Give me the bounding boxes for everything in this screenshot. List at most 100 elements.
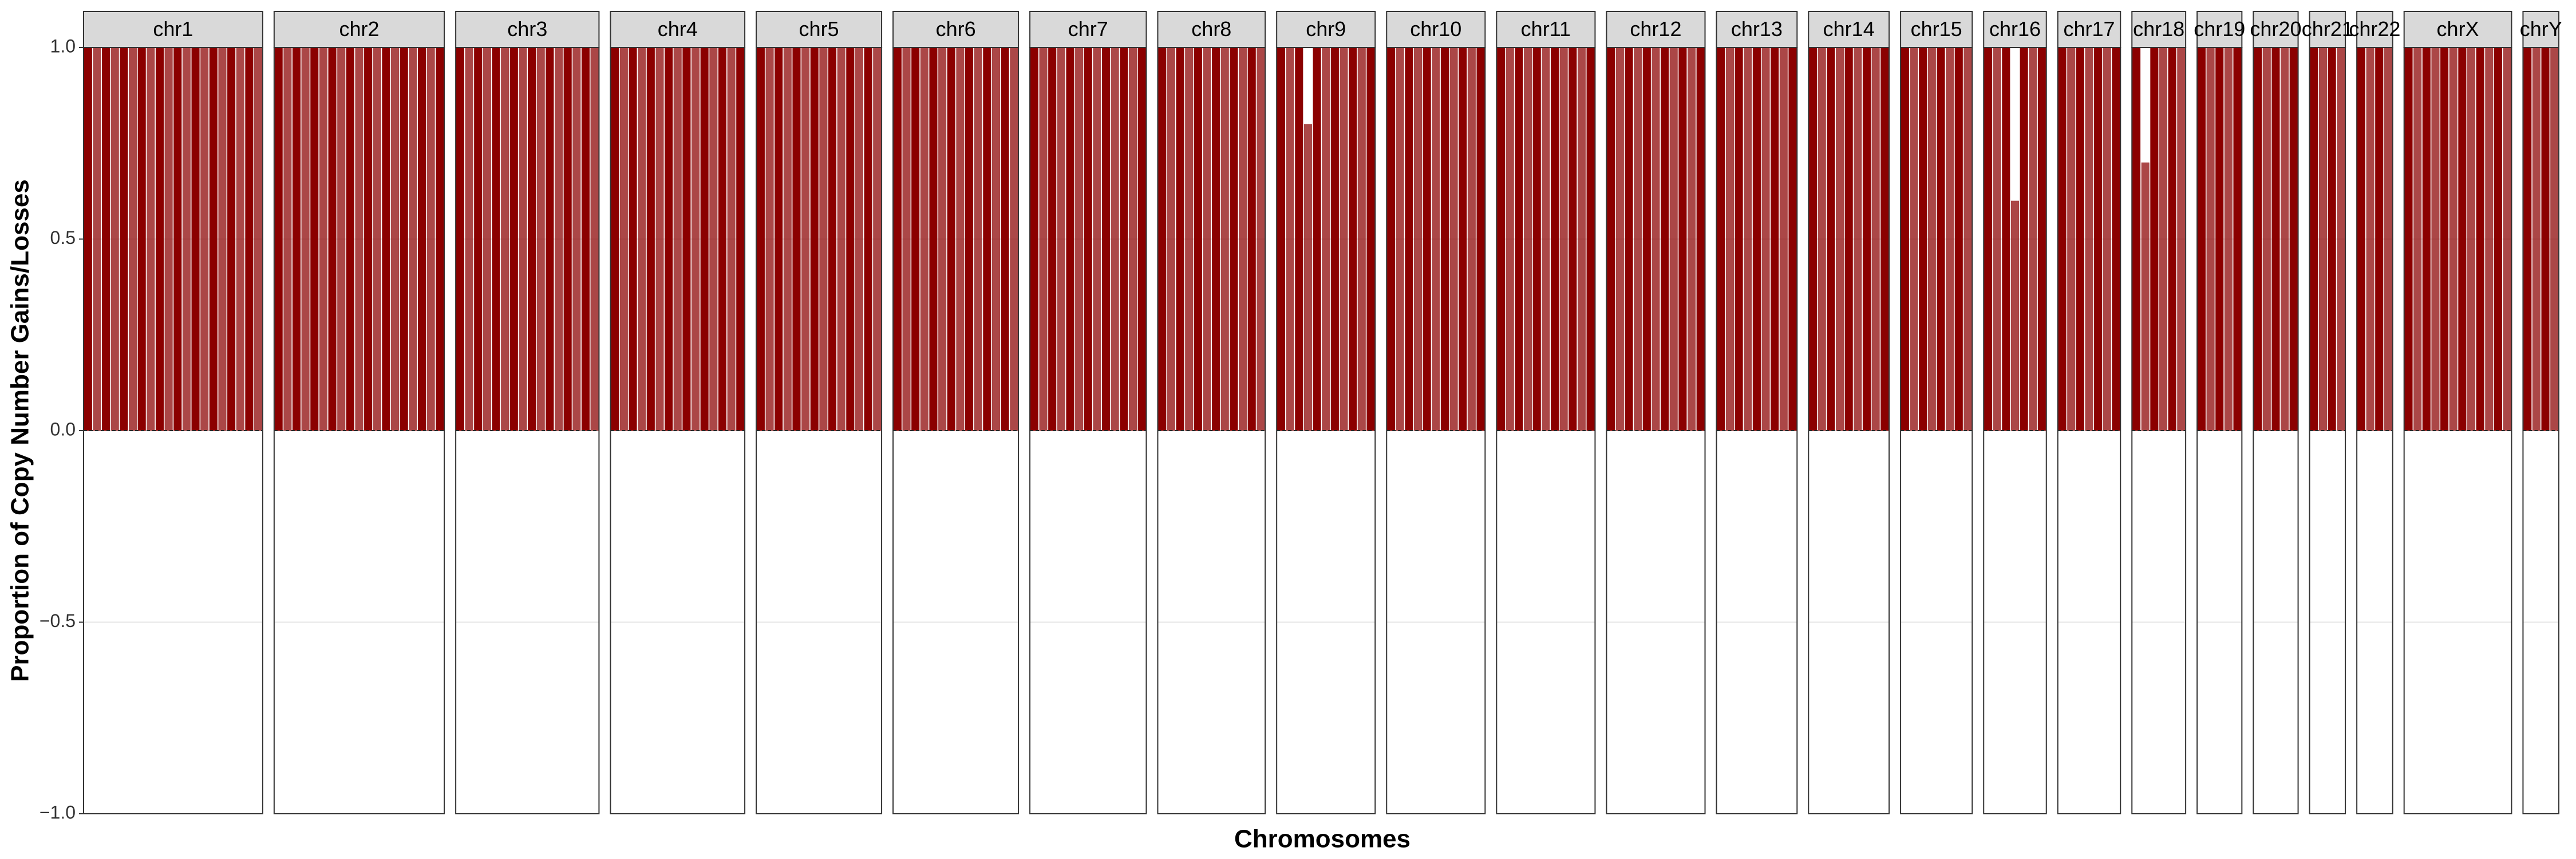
bar bbox=[783, 48, 792, 431]
bar bbox=[292, 48, 301, 431]
bar bbox=[164, 48, 173, 431]
bar bbox=[911, 48, 920, 431]
bar bbox=[337, 48, 346, 431]
bar bbox=[1001, 48, 1009, 431]
bar bbox=[328, 48, 337, 431]
bar bbox=[2224, 48, 2233, 431]
bar bbox=[509, 48, 518, 431]
bar bbox=[1652, 48, 1660, 431]
bar bbox=[191, 48, 200, 431]
bar bbox=[2289, 48, 2298, 431]
bar bbox=[736, 48, 745, 431]
bar bbox=[2076, 48, 2084, 431]
bar bbox=[619, 48, 628, 431]
bar bbox=[409, 48, 417, 431]
bar bbox=[2318, 48, 2328, 431]
bar bbox=[837, 48, 846, 431]
bar bbox=[629, 48, 637, 431]
strip-background bbox=[1386, 11, 1486, 48]
bar bbox=[1476, 48, 1485, 431]
bar bbox=[1854, 48, 1862, 431]
bar bbox=[1678, 48, 1687, 431]
bar bbox=[2094, 48, 2103, 431]
bar bbox=[1625, 48, 1633, 431]
strip-background bbox=[2309, 11, 2346, 48]
y-tick-label: −0.5 bbox=[39, 610, 76, 631]
bar bbox=[147, 48, 155, 431]
bar bbox=[2159, 48, 2168, 431]
bar bbox=[1230, 48, 1238, 431]
strip-background bbox=[455, 11, 600, 48]
bar bbox=[1642, 48, 1651, 431]
bar bbox=[1366, 48, 1375, 431]
strip-label: chr6 bbox=[936, 17, 976, 41]
strip-label: chrY bbox=[2520, 17, 2562, 41]
bar bbox=[665, 48, 673, 431]
bar bbox=[2503, 48, 2511, 431]
strip-label: chr20 bbox=[2250, 17, 2301, 41]
bar bbox=[2532, 48, 2541, 431]
strip-label: chr16 bbox=[1989, 17, 2041, 41]
bar bbox=[2002, 48, 2010, 431]
bar bbox=[173, 48, 182, 431]
bar bbox=[554, 48, 563, 431]
bar bbox=[709, 48, 718, 431]
bar bbox=[1405, 48, 1413, 431]
bar bbox=[2254, 48, 2262, 431]
strip-background bbox=[1808, 11, 1890, 48]
bar bbox=[2029, 48, 2037, 431]
bar bbox=[355, 48, 364, 431]
strip-background bbox=[2253, 11, 2299, 48]
bar bbox=[1844, 48, 1853, 431]
strip-label: chr12 bbox=[1630, 17, 1681, 41]
bar bbox=[855, 48, 864, 431]
strip-background bbox=[1716, 11, 1798, 48]
bar bbox=[1515, 48, 1523, 431]
bar bbox=[611, 48, 619, 431]
bar bbox=[902, 48, 911, 431]
bar bbox=[1963, 48, 1972, 431]
bar bbox=[590, 48, 599, 431]
strip-label: chr22 bbox=[2349, 17, 2400, 41]
bar bbox=[2310, 48, 2318, 431]
bar bbox=[938, 48, 947, 431]
bar bbox=[1313, 48, 1321, 431]
bar bbox=[346, 48, 354, 431]
bar bbox=[1449, 48, 1458, 431]
bar bbox=[1340, 48, 1348, 431]
bar bbox=[2366, 48, 2374, 431]
bar bbox=[1752, 48, 1761, 431]
bar bbox=[2467, 48, 2476, 431]
bar bbox=[1349, 48, 1357, 431]
bar bbox=[965, 48, 974, 431]
bar bbox=[2103, 48, 2111, 431]
bar bbox=[1093, 48, 1101, 431]
bar bbox=[1725, 48, 1735, 431]
y-tick-label: 0.5 bbox=[50, 227, 76, 248]
strip-background bbox=[2131, 11, 2187, 48]
bar bbox=[1532, 48, 1541, 431]
bar bbox=[1809, 48, 1818, 431]
bar bbox=[200, 48, 209, 431]
bar bbox=[1066, 48, 1074, 431]
bar bbox=[519, 48, 527, 431]
bar bbox=[1030, 48, 1038, 431]
bar bbox=[236, 48, 244, 431]
bar bbox=[102, 48, 110, 431]
bar bbox=[1946, 48, 1954, 431]
bar bbox=[93, 48, 101, 431]
bar bbox=[1257, 48, 1265, 431]
bar bbox=[1167, 48, 1175, 431]
bar bbox=[792, 48, 801, 431]
strip-label: chr17 bbox=[2063, 17, 2115, 41]
bar bbox=[1120, 48, 1128, 431]
strip-background bbox=[1900, 11, 1973, 48]
bar bbox=[301, 48, 310, 431]
bar bbox=[1661, 48, 1669, 431]
strip-label: chr13 bbox=[1731, 17, 1783, 41]
strip-background bbox=[1276, 11, 1376, 48]
bar bbox=[1330, 48, 1339, 431]
bar bbox=[137, 48, 146, 431]
bar bbox=[84, 48, 92, 431]
